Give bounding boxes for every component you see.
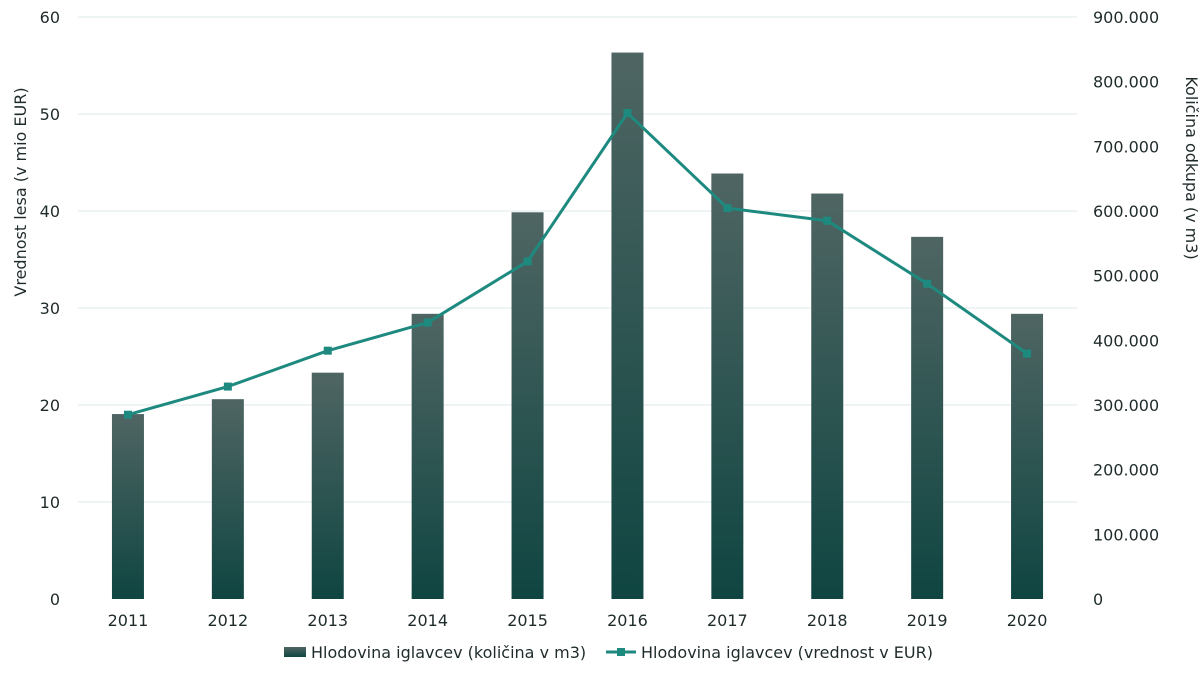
x-tick-label: 2020 xyxy=(1007,611,1048,630)
legend: Hlodovina iglavcev (količina v m3) Hlodo… xyxy=(284,643,933,662)
right-axis-title: Količina odkupa (v m3) xyxy=(1182,76,1200,259)
left-tick-label: 30 xyxy=(40,299,60,318)
right-tick-label: 300.000 xyxy=(1093,396,1159,415)
right-tick-label: 100.000 xyxy=(1093,525,1159,544)
line-point xyxy=(123,410,132,419)
legend-bar-label: Hlodovina iglavcev (količina v m3) xyxy=(311,643,586,662)
x-tick-label: 2017 xyxy=(707,611,748,630)
bar xyxy=(411,313,444,599)
series-line xyxy=(127,111,1028,417)
right-tick-label: 900.000 xyxy=(1093,8,1159,27)
line-point xyxy=(523,257,532,266)
bar xyxy=(911,236,944,599)
left-axis-title: Vrednost lesa (v mio EUR) xyxy=(11,87,30,296)
bar xyxy=(211,399,244,599)
x-tick-label: 2013 xyxy=(307,611,348,630)
left-tick-label: 60 xyxy=(40,8,60,27)
x-axis-ticks: 2011 2012 2013 2014 2015 2016 2017 2018 2019 2020 xyxy=(108,611,1048,630)
bar xyxy=(1011,313,1044,599)
x-tick-label: 2014 xyxy=(407,611,448,630)
line-point xyxy=(323,346,332,355)
left-tick-label: 0 xyxy=(50,590,60,609)
left-tick-label: 10 xyxy=(40,493,60,512)
right-tick-label: 600.000 xyxy=(1093,202,1159,221)
x-tick-label: 2015 xyxy=(507,611,548,630)
line-point xyxy=(723,204,732,213)
line-point xyxy=(1023,349,1032,358)
left-tick-label: 20 xyxy=(40,396,60,415)
line-point xyxy=(223,382,232,391)
line-point xyxy=(623,109,632,118)
x-tick-label: 2011 xyxy=(108,611,149,630)
x-tick-label: 2018 xyxy=(807,611,848,630)
bar xyxy=(511,212,544,599)
bar xyxy=(111,414,144,599)
right-tick-label: 200.000 xyxy=(1093,461,1159,480)
right-tick-label: 800.000 xyxy=(1093,73,1159,92)
bar-series xyxy=(111,52,1044,600)
right-axis-ticks: 0 100.000 200.000 300.000 400.000 500.000 600.… xyxy=(1093,8,1159,609)
right-tick-label: 0 xyxy=(1093,590,1103,609)
right-tick-label: 400.000 xyxy=(1093,331,1159,350)
gridlines xyxy=(78,16,1077,503)
x-tick-label: 2016 xyxy=(607,611,648,630)
right-tick-label: 700.000 xyxy=(1093,137,1159,156)
line-series xyxy=(123,109,1032,419)
line-point xyxy=(923,279,932,288)
bar xyxy=(611,52,644,600)
left-axis-ticks: 0 10 20 30 40 50 60 xyxy=(40,8,60,609)
left-tick-label: 40 xyxy=(40,202,60,221)
line-point xyxy=(823,216,832,225)
x-tick-label: 2019 xyxy=(907,611,948,630)
legend-bar-swatch xyxy=(284,647,306,657)
line-point xyxy=(423,318,432,327)
bar xyxy=(811,193,844,600)
bar xyxy=(311,372,344,599)
legend-line-marker xyxy=(617,648,625,656)
bar xyxy=(711,173,744,599)
x-tick-label: 2012 xyxy=(207,611,248,630)
right-tick-label: 500.000 xyxy=(1093,267,1159,286)
left-tick-label: 50 xyxy=(40,105,60,124)
legend-line-label: Hlodovina iglavcev (vrednost v EUR) xyxy=(641,643,933,662)
